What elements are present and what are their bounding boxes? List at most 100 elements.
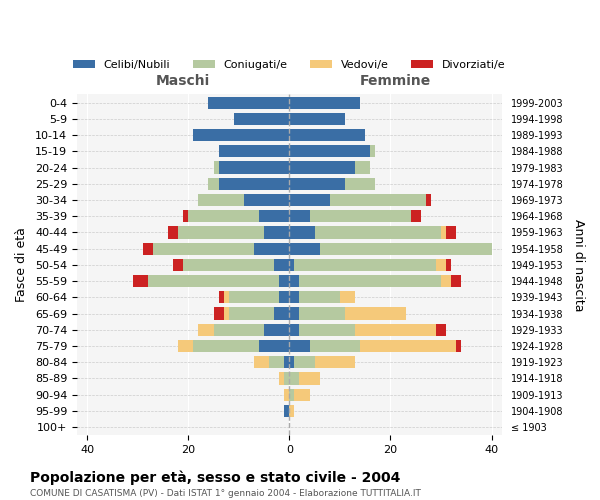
Bar xyxy=(214,324,264,336)
Bar xyxy=(299,275,441,287)
Bar xyxy=(314,356,355,368)
Bar xyxy=(355,324,436,336)
Bar xyxy=(370,145,376,158)
Bar xyxy=(289,308,299,320)
Bar xyxy=(299,372,320,384)
Bar xyxy=(299,292,340,304)
Bar xyxy=(193,129,289,141)
Bar xyxy=(456,340,461,352)
Bar xyxy=(254,356,269,368)
Bar xyxy=(193,340,259,352)
Bar xyxy=(229,308,274,320)
Bar xyxy=(299,308,345,320)
Bar xyxy=(199,194,244,206)
Bar xyxy=(289,242,320,254)
Bar xyxy=(320,242,491,254)
Bar xyxy=(310,340,360,352)
Bar xyxy=(446,259,451,271)
Bar xyxy=(284,372,289,384)
Bar xyxy=(451,275,461,287)
Bar xyxy=(446,226,456,238)
Bar xyxy=(345,178,376,190)
Bar xyxy=(289,372,299,384)
Bar xyxy=(284,388,289,401)
Bar xyxy=(153,242,254,254)
Bar xyxy=(295,259,436,271)
Bar xyxy=(289,145,370,158)
Bar xyxy=(289,194,330,206)
Bar xyxy=(295,388,310,401)
Y-axis label: Fasce di età: Fasce di età xyxy=(15,228,28,302)
Bar xyxy=(269,356,284,368)
Legend: Celibi/Nubili, Coniugati/e, Vedovi/e, Divorziati/e: Celibi/Nubili, Coniugati/e, Vedovi/e, Di… xyxy=(68,56,511,74)
Bar xyxy=(279,372,284,384)
Bar xyxy=(345,308,406,320)
Text: Popolazione per età, sesso e stato civile - 2004: Popolazione per età, sesso e stato civil… xyxy=(30,470,400,485)
Bar xyxy=(183,259,274,271)
Bar xyxy=(208,96,289,108)
Bar xyxy=(289,275,299,287)
Bar xyxy=(224,292,229,304)
Bar xyxy=(148,275,279,287)
Bar xyxy=(330,194,426,206)
Bar xyxy=(218,292,224,304)
Bar xyxy=(218,178,289,190)
Bar xyxy=(274,259,289,271)
Bar xyxy=(289,96,360,108)
Bar xyxy=(224,308,229,320)
Bar xyxy=(178,226,264,238)
Bar xyxy=(289,226,314,238)
Bar xyxy=(279,275,289,287)
Bar xyxy=(314,226,441,238)
Bar xyxy=(259,340,289,352)
Bar xyxy=(340,292,355,304)
Bar xyxy=(274,308,289,320)
Bar xyxy=(214,308,224,320)
Bar xyxy=(289,405,295,417)
Bar xyxy=(284,405,289,417)
Bar xyxy=(289,340,310,352)
Bar xyxy=(254,242,289,254)
Bar xyxy=(289,178,345,190)
Bar xyxy=(244,194,289,206)
Bar xyxy=(218,145,289,158)
Text: Maschi: Maschi xyxy=(156,74,211,88)
Bar xyxy=(436,259,446,271)
Bar xyxy=(289,388,295,401)
Bar xyxy=(426,194,431,206)
Bar xyxy=(360,340,456,352)
Bar xyxy=(289,162,355,173)
Bar xyxy=(173,259,183,271)
Bar xyxy=(188,210,259,222)
Bar xyxy=(410,210,421,222)
Bar xyxy=(234,113,289,125)
Bar xyxy=(299,324,355,336)
Bar xyxy=(289,210,310,222)
Bar xyxy=(355,162,370,173)
Bar xyxy=(289,292,299,304)
Bar xyxy=(143,242,153,254)
Text: COMUNE DI CASATISMA (PV) - Dati ISTAT 1° gennaio 2004 - Elaborazione TUTTITALIA.: COMUNE DI CASATISMA (PV) - Dati ISTAT 1°… xyxy=(30,488,421,498)
Bar xyxy=(218,162,289,173)
Bar xyxy=(259,210,289,222)
Bar xyxy=(183,210,188,222)
Bar xyxy=(441,226,446,238)
Bar xyxy=(284,356,289,368)
Bar xyxy=(208,178,218,190)
Bar xyxy=(264,226,289,238)
Bar xyxy=(133,275,148,287)
Bar xyxy=(436,324,446,336)
Bar xyxy=(279,292,289,304)
Bar xyxy=(310,210,410,222)
Bar xyxy=(199,324,214,336)
Bar xyxy=(289,129,365,141)
Bar xyxy=(214,162,218,173)
Bar xyxy=(289,356,295,368)
Bar xyxy=(264,324,289,336)
Bar xyxy=(168,226,178,238)
Bar xyxy=(229,292,279,304)
Bar xyxy=(441,275,451,287)
Bar xyxy=(289,113,345,125)
Text: Femmine: Femmine xyxy=(360,74,431,88)
Bar xyxy=(295,356,314,368)
